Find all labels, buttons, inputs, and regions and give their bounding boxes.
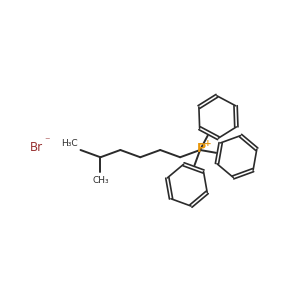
Text: P: P xyxy=(197,142,206,155)
Text: Br: Br xyxy=(30,141,43,154)
Text: H₃C: H₃C xyxy=(61,139,78,148)
Text: CH₃: CH₃ xyxy=(92,176,109,184)
Text: ⁻: ⁻ xyxy=(45,136,50,146)
Text: +: + xyxy=(204,139,212,148)
